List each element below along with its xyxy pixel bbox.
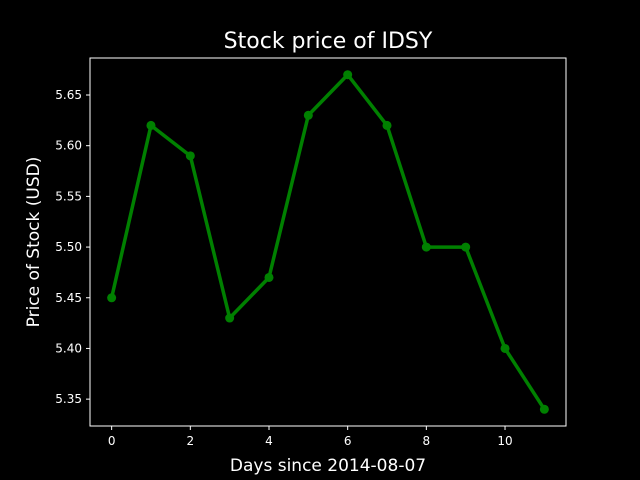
x-axis-label: Days since 2014-08-07 [230,456,426,476]
data-point [225,313,235,323]
data-point [539,404,549,414]
y-tick-label: 5.60 [55,139,82,153]
series-line [109,72,547,412]
y-tick-label: 5.50 [55,240,82,254]
data-point [107,293,117,303]
data-point [303,110,313,120]
x-tick-label: 8 [423,434,431,448]
x-tick-label: 0 [108,434,116,448]
data-point [382,120,392,130]
y-axis-label: Price of Stock (USD) [24,157,44,328]
x-axis-ticks: 0 2 4 6 8 10 [108,426,513,448]
x-tick-label: 10 [497,434,512,448]
data-point [343,70,353,80]
plot-area-frame [89,57,567,427]
data-point [146,120,156,130]
y-axis-ticks: 5.35 5.40 5.45 5.50 5.55 5.60 5.65 [55,88,90,406]
data-point [421,242,431,252]
y-tick-label: 5.45 [55,291,82,305]
y-tick-label: 5.35 [55,392,82,406]
data-point [185,151,195,161]
x-tick-label: 6 [344,434,352,448]
x-tick-label: 2 [186,434,194,448]
series-layer [107,70,549,414]
chart-title: Stock price of IDSY [224,29,433,54]
data-point [264,272,274,282]
x-tick-label: 4 [265,434,273,448]
y-tick-label: 5.40 [55,341,82,355]
y-tick-label: 5.55 [55,189,82,203]
data-point [500,343,510,353]
data-point [461,242,471,252]
y-tick-label: 5.65 [55,88,82,102]
